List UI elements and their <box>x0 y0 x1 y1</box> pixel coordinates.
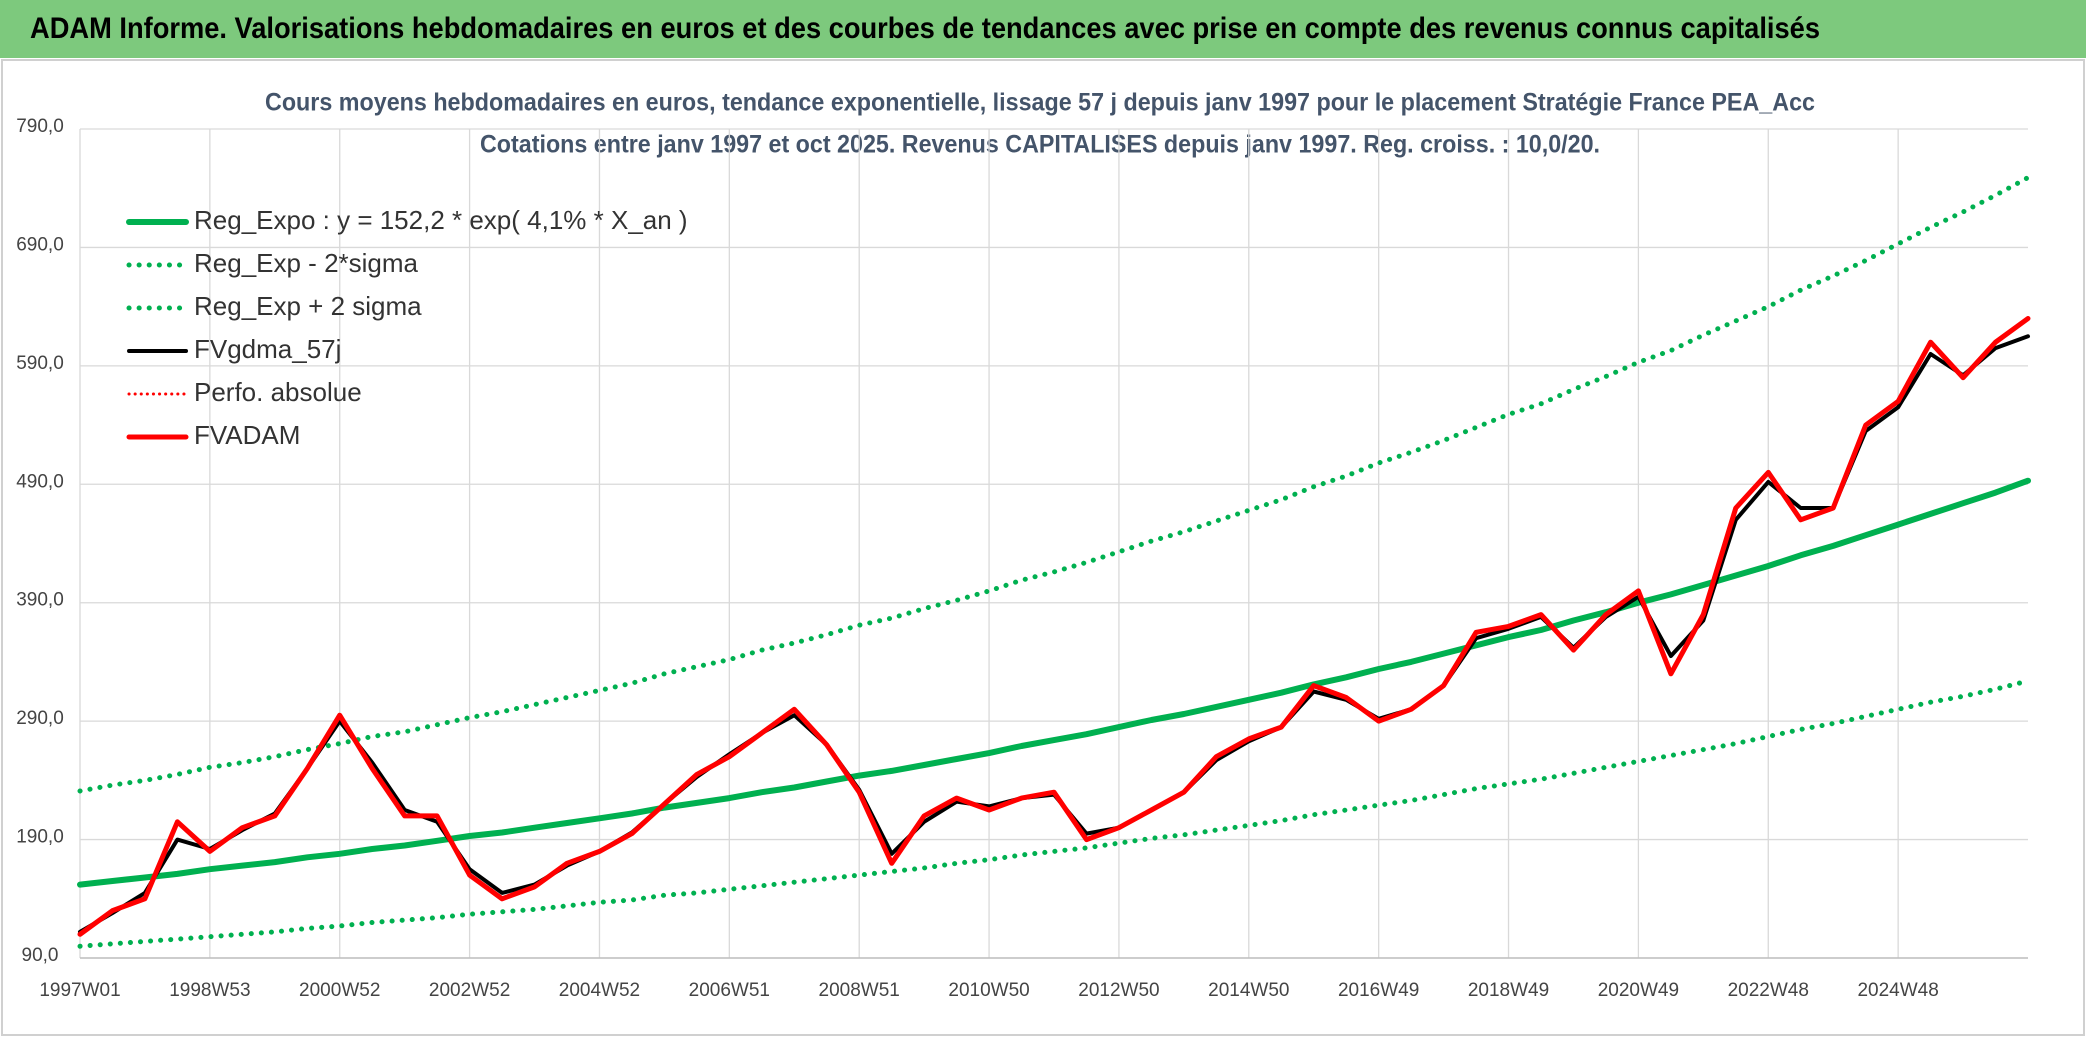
x-tick-label: 2020W49 <box>1598 980 1679 1001</box>
series-line <box>77 477 2031 888</box>
legend-label: FVADAM <box>194 420 300 450</box>
y-tick-label: 290,0 <box>16 708 64 729</box>
series-line <box>77 678 2031 949</box>
y-tick-label: 390,0 <box>16 590 64 611</box>
chart-area <box>1 59 2085 1036</box>
y-tick-label: 90,0 <box>22 945 59 966</box>
legend-label: Reg_Exp + 2 sigma <box>194 291 422 321</box>
legend-label: Reg_Expo : y = 152,2 * exp( 4,1% * X_an … <box>194 205 688 235</box>
legend: Reg_Expo : y = 152,2 * exp( 4,1% * X_an … <box>126 205 688 450</box>
page-title: ADAM Informe. Valorisations hebdomadaire… <box>30 12 1820 45</box>
x-tick-label: 2012W50 <box>1078 980 1159 1001</box>
x-tick-label: 2002W52 <box>429 980 510 1001</box>
series-line <box>77 316 2031 937</box>
x-tick-label: 2008W51 <box>819 980 900 1001</box>
plot <box>77 175 2031 949</box>
x-tick-label: 1997W01 <box>39 980 120 1001</box>
x-tick-label: 1998W53 <box>169 980 250 1001</box>
y-tick-label: 790,0 <box>16 116 64 137</box>
x-tick-label: 2006W51 <box>689 980 770 1001</box>
title-bar <box>0 0 2086 58</box>
chart-title: Cours moyens hebdomadaires en euros, ten… <box>265 89 1815 117</box>
series-line <box>77 175 2031 794</box>
legend-label: Reg_Exp - 2*sigma <box>194 248 419 278</box>
x-tick-label: 2010W50 <box>948 980 1029 1001</box>
x-tick-label: 2004W52 <box>559 980 640 1001</box>
x-tick-label: 2016W49 <box>1338 980 1419 1001</box>
chart-subtitle: Cotations entre janv 1997 et oct 2025. R… <box>480 131 1600 159</box>
legend-label: FVgdma_57j <box>194 334 341 364</box>
y-tick-label: 490,0 <box>16 471 64 492</box>
x-tick-label: 2014W50 <box>1208 980 1289 1001</box>
x-tick-label: 2018W49 <box>1468 980 1549 1001</box>
title-backdrop <box>255 86 1825 166</box>
grid: 90,0 190,0 290,0 390,0 490,0 590,0 690,0 790,0 1… <box>16 116 2028 1001</box>
x-tick-label: 2024W48 <box>1857 980 1938 1001</box>
x-tick-label: 2022W48 <box>1728 980 1809 1001</box>
y-tick-label: 690,0 <box>16 234 64 255</box>
y-tick-label: 590,0 <box>16 353 64 374</box>
legend-label: Perfo. absolue <box>194 377 362 407</box>
y-tick-label: 190,0 <box>16 827 64 848</box>
x-tick-label: 2000W52 <box>299 980 380 1001</box>
